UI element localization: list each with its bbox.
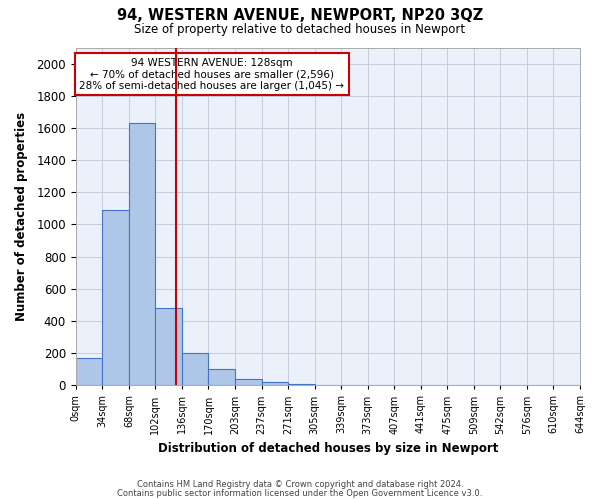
Bar bbox=[103, 210, 129, 386]
Bar bbox=[182, 353, 208, 386]
Text: 94, WESTERN AVENUE, NEWPORT, NP20 3QZ: 94, WESTERN AVENUE, NEWPORT, NP20 3QZ bbox=[117, 8, 483, 22]
Text: Contains public sector information licensed under the Open Government Licence v3: Contains public sector information licen… bbox=[118, 488, 482, 498]
X-axis label: Distribution of detached houses by size in Newport: Distribution of detached houses by size … bbox=[158, 442, 498, 455]
Text: Size of property relative to detached houses in Newport: Size of property relative to detached ho… bbox=[134, 22, 466, 36]
Bar bbox=[235, 379, 262, 386]
Text: Contains HM Land Registry data © Crown copyright and database right 2024.: Contains HM Land Registry data © Crown c… bbox=[137, 480, 463, 489]
Bar bbox=[288, 384, 314, 386]
Bar bbox=[76, 358, 103, 386]
Text: 94 WESTERN AVENUE: 128sqm
← 70% of detached houses are smaller (2,596)
28% of se: 94 WESTERN AVENUE: 128sqm ← 70% of detac… bbox=[79, 58, 344, 91]
Bar bbox=[262, 382, 288, 386]
Y-axis label: Number of detached properties: Number of detached properties bbox=[15, 112, 28, 321]
Bar bbox=[208, 369, 235, 386]
Bar bbox=[129, 123, 155, 386]
Bar bbox=[155, 308, 182, 386]
